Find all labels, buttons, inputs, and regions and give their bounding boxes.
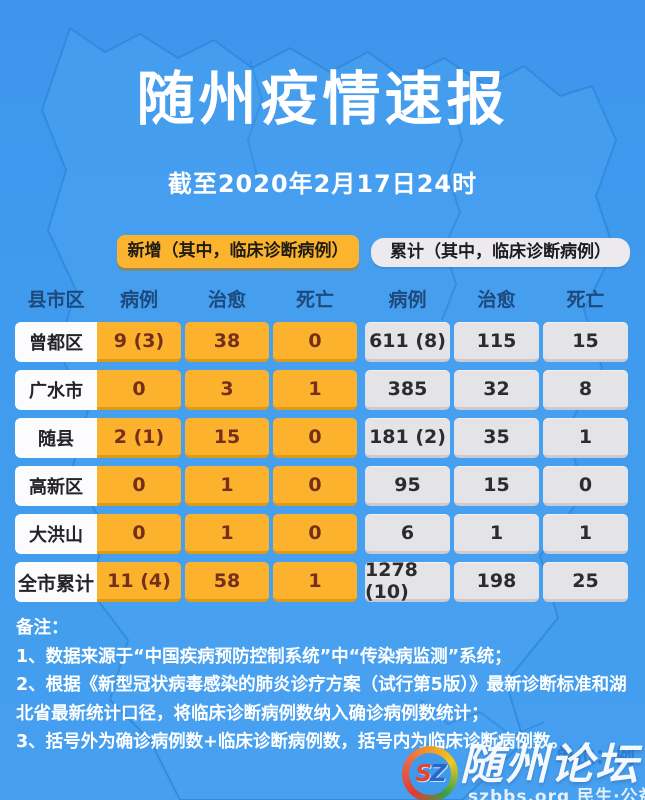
- region-name: 广水市: [15, 370, 97, 410]
- group-header-cumulative: 累计（其中，临床诊断病例）: [371, 238, 630, 267]
- new-cases-value: 2 (1): [97, 418, 181, 458]
- table-row-gaoxin: 高新区 0 1 0 95 15 0: [15, 466, 628, 506]
- region-name: 大洪山: [15, 514, 97, 554]
- total-cases-value: 611 (8): [365, 322, 450, 362]
- table-row-dahongshan: 大洪山 0 1 0 6 1 1: [15, 514, 628, 554]
- new-deaths-value: 0: [273, 514, 357, 554]
- data-table: 曾都区 9 (3) 38 0 611 (8) 115 15 广水市 0 3 1 …: [15, 322, 628, 610]
- total-cases-value: 6: [365, 514, 450, 554]
- column-header-new-deaths: 死亡: [295, 289, 334, 311]
- table-row-zengdu: 曾都区 9 (3) 38 0 611 (8) 115 15: [15, 322, 628, 362]
- total-cured-value: 115: [454, 322, 539, 362]
- total-cases-value: 181 (2): [365, 418, 450, 458]
- total-deaths-value: 1: [543, 418, 628, 458]
- column-header-row: 县市区 病例 治愈 死亡 病例 治愈 死亡: [15, 285, 628, 312]
- new-deaths-value: 0: [273, 418, 357, 458]
- column-header-new-cases: 病例: [119, 289, 158, 311]
- new-deaths-value: 1: [273, 370, 357, 410]
- total-cured-value: 32: [454, 370, 539, 410]
- region-name: 全市累计: [15, 562, 97, 602]
- unit-label: 单位：例: [555, 744, 635, 768]
- new-cured-value: 1: [185, 466, 269, 506]
- new-cases-value: 9 (3): [97, 322, 181, 362]
- new-cases-value: 11 (4): [97, 562, 181, 602]
- total-deaths-value: 0: [543, 466, 628, 506]
- region-name: 高新区: [15, 466, 97, 506]
- report-date: 截至2020年2月17日24时: [167, 170, 478, 198]
- total-deaths-value: 8: [543, 370, 628, 410]
- new-deaths-value: 0: [273, 466, 357, 506]
- new-cases-value: 0: [97, 370, 181, 410]
- total-cases-value: 385: [365, 370, 450, 410]
- column-header-total-deaths: 死亡: [566, 289, 605, 311]
- total-deaths-value: 25: [543, 562, 628, 602]
- group-header-new: 新增（其中，临床诊断病例）: [117, 235, 359, 268]
- total-cured-value: 1: [454, 514, 539, 554]
- total-cured-value: 198: [454, 562, 539, 602]
- column-header-new-cured: 治愈: [207, 289, 246, 311]
- column-header-total-cases: 病例: [388, 289, 427, 311]
- watermark-tagline: szbbs.org 民生·公益: [468, 787, 645, 800]
- page-title: 随州疫情速报: [136, 65, 509, 133]
- new-cured-value: 1: [185, 514, 269, 554]
- table-row-citywide-total: 全市累计 11 (4) 58 1 1278 (10) 198 25: [15, 559, 628, 603]
- footnote-2: 2、根据《新型冠状病毒感染的肺炎诊疗方案（试行第5版）》最新诊断标准和湖北省最新…: [16, 675, 627, 724]
- total-deaths-value: 15: [543, 322, 628, 362]
- new-cured-value: 38: [185, 322, 269, 362]
- new-cases-value: 0: [97, 514, 181, 554]
- watermark-forum-name: 随州论坛: [460, 740, 640, 790]
- region-name: 随县: [15, 418, 97, 458]
- table-row-suixian: 随县 2 (1) 15 0 181 (2) 35 1: [15, 418, 628, 458]
- total-deaths-value: 1: [543, 514, 628, 554]
- new-cured-value: 3: [185, 370, 269, 410]
- column-header-total-cured: 治愈: [477, 289, 516, 311]
- new-cured-value: 15: [185, 418, 269, 458]
- footnote-1: 1、数据来源于“中国疾病预防控制系统”中“传染病监测”系统；: [16, 646, 512, 667]
- total-cases-value: 95: [365, 466, 450, 506]
- total-cured-value: 15: [454, 466, 539, 506]
- new-cases-value: 0: [97, 466, 181, 506]
- region-name: 曾都区: [15, 322, 97, 362]
- total-cured-value: 35: [454, 418, 539, 458]
- table-row-guangshui: 广水市 0 3 1 385 32 8: [15, 370, 628, 410]
- new-deaths-value: 0: [273, 322, 357, 362]
- new-deaths-value: 1: [273, 562, 357, 602]
- column-header-region: 县市区: [27, 289, 85, 311]
- footnote-label: 备注：: [16, 618, 69, 638]
- new-cured-value: 58: [185, 562, 269, 602]
- total-cases-value: 1278 (10): [365, 559, 450, 603]
